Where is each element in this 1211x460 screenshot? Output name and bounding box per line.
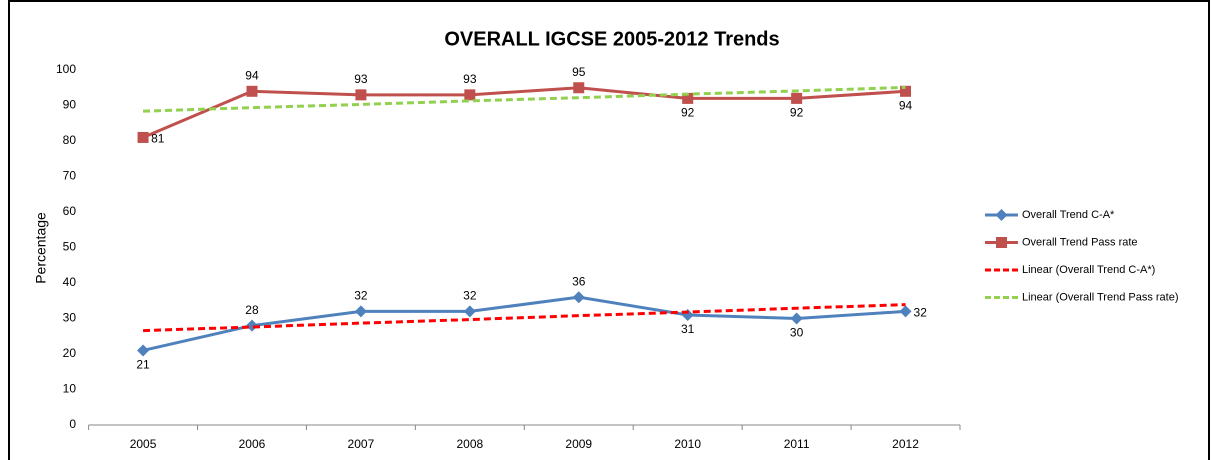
series-line [142,295,906,352]
x-tick-label: 2010 [674,437,701,451]
data-label: 92 [681,106,695,120]
marker [572,291,585,304]
marker [137,344,150,357]
data-label: 32 [914,306,928,320]
y-tick-label: 20 [63,346,77,360]
marker [791,92,803,104]
x-tick-label: 2011 [784,437,810,451]
legend-marker [995,209,1008,221]
data-label: 21 [136,358,150,372]
x-tick-label: 2006 [239,437,266,451]
data-label: 94 [899,98,913,112]
legend-label: Overall Trend C-A* [1022,209,1115,221]
x-tick-label: 2008 [456,437,483,451]
legend-label: Overall Trend Pass rate [1022,236,1138,248]
y-tick-label: 30 [63,311,77,325]
x-tick-label: 2005 [130,437,157,451]
marker [790,312,803,325]
y-tick-label: 100 [56,62,76,76]
marker [463,305,476,318]
data-label: 93 [463,72,477,86]
series-line [142,86,906,139]
y-tick-label: 0 [69,417,76,431]
chart-frame [8,0,1210,460]
marker [899,305,912,318]
y-tick-label: 50 [63,240,77,254]
marker [573,82,585,94]
x-tick-label: 2007 [348,437,375,451]
chart-title: OVERALL IGCSE 2005-2012 Trends [444,28,779,50]
data-label: 31 [681,322,695,336]
y-tick-label: 10 [63,382,77,396]
marker [355,89,367,101]
data-label: 32 [463,289,477,303]
y-tick-label: 90 [63,98,77,112]
marker [900,85,912,97]
marker [682,92,694,104]
marker [464,89,476,101]
y-tick-label: 70 [63,169,77,183]
data-label: 93 [354,72,368,86]
data-label: 92 [790,106,804,120]
marker [246,85,258,97]
data-label: 94 [245,68,259,82]
trend-line [143,303,906,333]
data-label: 30 [790,326,804,340]
x-tick-label: 2012 [892,437,919,451]
data-label: 95 [572,65,586,79]
data-label: 36 [572,274,586,288]
data-label: 32 [354,289,368,303]
y-tick-label: 60 [63,204,77,218]
marker [137,131,149,143]
y-tick-label: 40 [63,275,77,289]
legend-label: Linear (Overall Trend C-A*) [1022,264,1155,276]
y-axis-label: Percentage [33,212,49,284]
data-label: 28 [245,303,259,317]
y-tick-label: 80 [63,133,77,147]
legend-marker [996,237,1007,248]
x-tick-label: 2009 [565,437,592,451]
data-label: 81 [151,132,165,146]
legend-label: Linear (Overall Trend Pass rate) [1022,291,1179,303]
trend-line [143,85,906,113]
marker [354,305,367,318]
